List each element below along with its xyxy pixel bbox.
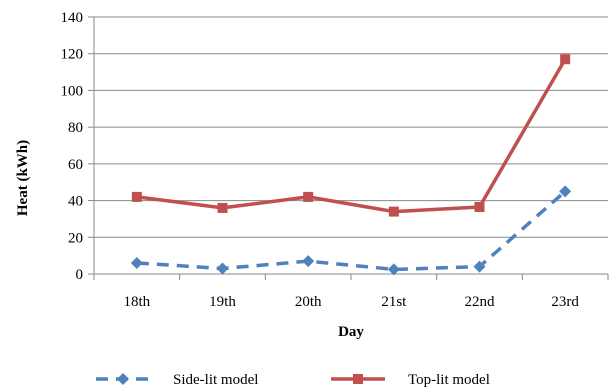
data-point [302, 255, 315, 268]
x-tick-labels: 18th 19th 20th 21st 22nd 23rd [123, 294, 579, 310]
series-line [136, 190, 567, 272]
legend-label: Side-lit model [173, 372, 258, 388]
series-layer [130, 54, 572, 276]
legend-marker [117, 373, 129, 385]
x-tick-label: 23rd [551, 294, 579, 310]
data-point [131, 191, 142, 202]
data-point [387, 263, 400, 276]
axes [93, 17, 609, 280]
data-point [217, 202, 228, 213]
y-tick-label: 100 [61, 83, 84, 99]
y-tick-labels: 0 20 40 60 80 100 120 140 [61, 10, 84, 283]
legend-item: Side-lit model [96, 372, 258, 388]
data-point [474, 201, 485, 212]
legend-label: Top-lit model [408, 372, 490, 388]
x-tick-label: 22nd [465, 294, 496, 310]
y-tick-label: 60 [68, 157, 83, 173]
y-tick-label: 40 [68, 194, 83, 210]
y-tick-label: 0 [76, 267, 84, 283]
data-point [388, 206, 399, 217]
data-point [130, 256, 143, 269]
data-point [303, 191, 314, 202]
x-tick-label: 19th [209, 294, 236, 310]
y-axis-title: Heat (kWh) [15, 140, 31, 216]
legend-marker [353, 374, 363, 384]
series-0 [130, 185, 572, 276]
x-tick-label: 21st [381, 294, 407, 310]
data-point [559, 185, 572, 198]
data-point [560, 54, 571, 65]
x-tick-label: 20th [295, 294, 322, 310]
y-tick-label: 120 [61, 47, 84, 63]
x-tick-label: 18th [123, 294, 150, 310]
legend: Side-lit model Top-lit model [96, 372, 490, 388]
x-axis-title: Day [338, 324, 364, 340]
series-line [136, 58, 567, 214]
series-1 [131, 54, 571, 217]
y-tick-label: 20 [68, 230, 83, 246]
data-point [216, 262, 229, 275]
data-point [473, 260, 486, 273]
gridlines [88, 16, 608, 275]
y-tick-label: 140 [61, 10, 84, 26]
y-tick-label: 80 [68, 120, 83, 136]
legend-item: Top-lit model [331, 372, 490, 388]
